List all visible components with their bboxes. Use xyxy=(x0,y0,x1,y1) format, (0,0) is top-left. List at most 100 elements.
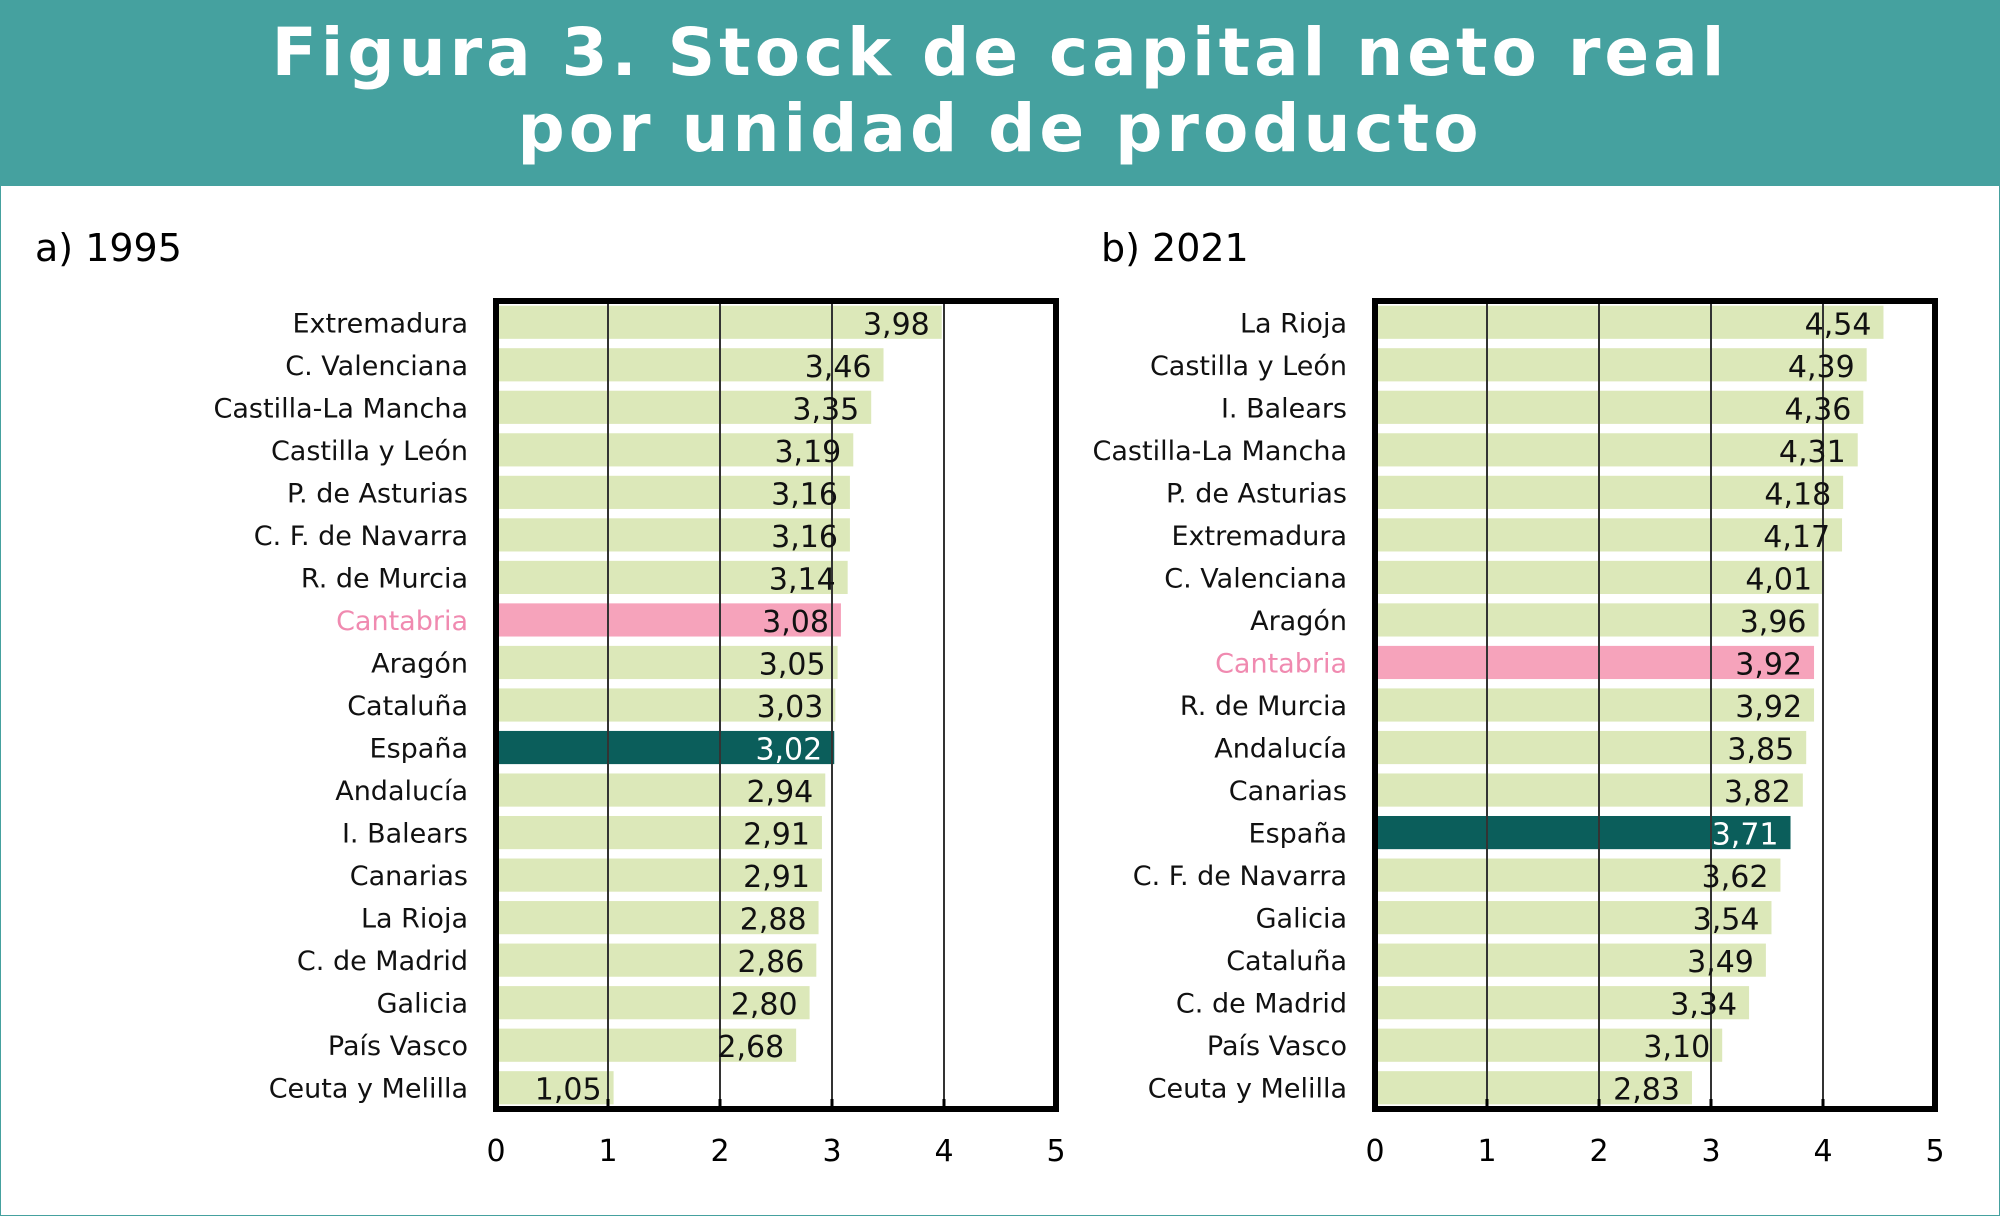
chart-b-bar xyxy=(1375,858,1781,892)
chart-a-value-label: 3,03 xyxy=(757,690,824,725)
chart-a-bar xyxy=(496,1071,614,1105)
chart-b-category-label: Andalucía xyxy=(1214,734,1347,765)
chart-b-category-label: España xyxy=(1249,819,1347,850)
figure-title-line-1: Figura 3. Stock de capital neto real xyxy=(271,14,1729,91)
chart-a-category-label: País Vasco xyxy=(328,1031,468,1062)
chart-b-value-label: 4,54 xyxy=(1805,307,1872,342)
chart-b-tick-label: 3 xyxy=(1701,1134,1720,1169)
chart-a-category-label: C. de Madrid xyxy=(297,946,468,977)
chart-a-category-label: Canarias xyxy=(350,861,468,892)
chart-b-category-label: Cataluña xyxy=(1226,946,1347,977)
chart-a-bar xyxy=(496,433,854,467)
chart-b-value-label: 4,01 xyxy=(1745,562,1812,597)
chart-a-value-label: 1,05 xyxy=(535,1073,602,1108)
chart-b-plot-frame xyxy=(1372,298,1938,1112)
chart-a-category-label: P. de Asturias xyxy=(287,478,468,509)
chart-b-value-label: 3,49 xyxy=(1687,945,1754,980)
chart-b-category-label: C. de Madrid xyxy=(1176,989,1347,1020)
chart-a-category-label: España xyxy=(370,734,468,765)
chart-b-title: b) 2021 xyxy=(1101,226,1249,270)
chart-a-category-label: Cataluña xyxy=(347,691,468,722)
chart-a-tick-label: 2 xyxy=(710,1134,729,1169)
chart-b-category-label: C. F. de Navarra xyxy=(1133,861,1347,892)
chart-a-category-label: Extremadura xyxy=(293,308,469,339)
chart-b-value-label: 3,10 xyxy=(1643,1030,1710,1065)
chart-a-plot-frame xyxy=(493,298,1059,1112)
chart-b-value-label: 3,34 xyxy=(1670,988,1737,1023)
chart-a-category-label: C. Valenciana xyxy=(285,351,468,382)
chart-b-value-label: 4,39 xyxy=(1788,350,1855,385)
chart-a-bar xyxy=(496,688,836,722)
chart-a-category-label: Castilla y León xyxy=(271,436,468,467)
chart-b-bar xyxy=(1375,475,1844,509)
chart-b-category-label: País Vasco xyxy=(1207,1031,1347,1062)
chart-a-bar xyxy=(496,518,850,552)
chart-a-bar xyxy=(496,603,841,637)
chart-a-category-label: Galicia xyxy=(377,989,468,1020)
chart-b-category-label: C. Valenciana xyxy=(1164,563,1347,594)
chart-a-tick-label: 1 xyxy=(598,1134,617,1169)
chart-a-value-label: 3,46 xyxy=(805,350,872,385)
chart-b-bar xyxy=(1375,1071,1692,1105)
chart-a-bar xyxy=(496,858,822,892)
chart-a-bar xyxy=(496,305,942,339)
chart-b-value-label: 3,85 xyxy=(1727,733,1794,768)
chart-a-bar xyxy=(496,901,819,935)
chart-b-category-label: Aragón xyxy=(1250,606,1347,637)
chart-b-category-label: Castilla y León xyxy=(1150,351,1347,382)
chart-b-bar xyxy=(1375,305,1884,339)
chart-b-bar xyxy=(1375,518,1843,552)
chart-b-category-label: I. Balears xyxy=(1221,393,1347,424)
chart-a-category-label: I. Balears xyxy=(342,819,468,850)
chart-b-value-label: 2,83 xyxy=(1613,1073,1680,1108)
chart-a-value-label: 2,80 xyxy=(731,988,798,1023)
chart-b-value-label: 3,62 xyxy=(1702,860,1769,895)
chart-a-category-label: C. F. de Navarra xyxy=(254,521,468,552)
chart-a-value-label: 3,14 xyxy=(769,562,836,597)
chart-a-bar xyxy=(496,730,835,765)
chart-b-bar xyxy=(1375,815,1791,850)
chart-b-category-label: R. de Murcia xyxy=(1180,691,1347,722)
chart-b-tick-label: 5 xyxy=(1925,1134,1944,1169)
chart-b-category-label: Castilla-La Mancha xyxy=(1093,436,1347,467)
chart-b-bar xyxy=(1375,943,1766,977)
chart-a-category-label: Andalucía xyxy=(335,776,468,807)
chart-a-bar xyxy=(496,645,838,680)
chart-a-value-label: 3,19 xyxy=(774,435,841,470)
chart-b-bar xyxy=(1375,645,1815,680)
figure-title-line-2: por unidad de producto xyxy=(517,90,1483,167)
chart-a-bar xyxy=(496,815,822,850)
chart-b-bar xyxy=(1375,1028,1723,1062)
chart-b-value-label: 3,92 xyxy=(1735,690,1802,725)
chart-a-category-label: Aragón xyxy=(371,648,468,679)
chart-b-bar xyxy=(1375,688,1815,722)
chart-a-value-label: 3,08 xyxy=(762,605,829,640)
chart-a-category-label: La Rioja xyxy=(361,904,468,935)
chart-b-category-label: Canarias xyxy=(1229,776,1347,807)
chart-a-bar xyxy=(496,348,884,382)
chart-b-tick-label: 4 xyxy=(1813,1134,1832,1169)
chart-b-bar xyxy=(1375,901,1772,935)
chart-a-category-label: Cantabria xyxy=(336,606,468,637)
chart-b-value-label: 4,18 xyxy=(1764,477,1831,512)
chart-a-category-label: Castilla-La Mancha xyxy=(214,393,468,424)
chart-a-tick-label: 4 xyxy=(934,1134,953,1169)
chart-b-bar xyxy=(1375,730,1807,765)
chart-b-value-label: 3,71 xyxy=(1712,818,1779,853)
chart-a-bar xyxy=(496,1028,797,1062)
chart-b-value-label: 4,36 xyxy=(1785,392,1852,427)
chart-b-value-label: 4,17 xyxy=(1763,520,1830,555)
chart-a-value-label: 2,88 xyxy=(740,903,807,938)
chart-b-bar xyxy=(1375,603,1819,637)
chart-b-category-label: La Rioja xyxy=(1240,308,1347,339)
chart-b-category-label: Cantabria xyxy=(1215,648,1347,679)
chart-a-tick-label: 0 xyxy=(486,1134,505,1169)
chart-b-value-label: 3,54 xyxy=(1693,903,1760,938)
chart-a-bar xyxy=(496,390,872,424)
chart-a-value-label: 3,16 xyxy=(771,477,838,512)
chart-b-bar xyxy=(1375,773,1803,807)
figure-header: Figura 3. Stock de capital neto real por… xyxy=(1,1,1999,186)
chart-b-category-label: Galicia xyxy=(1256,904,1347,935)
